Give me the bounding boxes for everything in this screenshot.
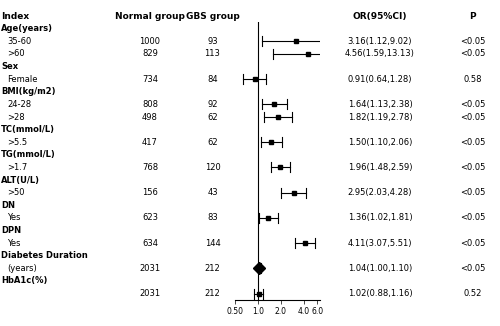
Text: 498: 498 — [142, 112, 158, 122]
Text: <0.05: <0.05 — [460, 112, 485, 122]
Text: 62: 62 — [207, 138, 218, 147]
Text: 808: 808 — [142, 100, 158, 109]
Text: BMI(kg/m2): BMI(kg/m2) — [1, 87, 56, 96]
Text: Normal group: Normal group — [115, 12, 185, 21]
Text: DN: DN — [1, 201, 15, 210]
Text: 92: 92 — [208, 100, 218, 109]
Text: Yes: Yes — [7, 214, 20, 222]
Text: Index: Index — [1, 12, 29, 21]
Text: >28: >28 — [7, 112, 24, 122]
Text: 144: 144 — [204, 239, 220, 248]
Text: 156: 156 — [142, 188, 158, 197]
Text: 35-60: 35-60 — [7, 37, 31, 46]
Text: 1.02(0.88,1.16): 1.02(0.88,1.16) — [348, 289, 412, 298]
Text: Age(years): Age(years) — [1, 24, 53, 33]
Text: Sex: Sex — [1, 62, 18, 71]
Text: 4.11(3.07,5.51): 4.11(3.07,5.51) — [348, 239, 412, 248]
Text: 1000: 1000 — [140, 37, 160, 46]
Text: OR(95%CI): OR(95%CI) — [353, 12, 407, 21]
Text: <0.05: <0.05 — [460, 138, 485, 147]
Text: >5.5: >5.5 — [7, 138, 27, 147]
Text: 24-28: 24-28 — [7, 100, 31, 109]
Text: TC(mmol/L): TC(mmol/L) — [1, 125, 55, 134]
Text: 0.91(0.64,1.28): 0.91(0.64,1.28) — [348, 75, 412, 84]
Text: Female: Female — [7, 75, 38, 84]
Text: 1.96(1.48,2.59): 1.96(1.48,2.59) — [348, 163, 412, 172]
Text: (years): (years) — [7, 264, 37, 273]
Text: HbA1c(%): HbA1c(%) — [1, 276, 48, 286]
Text: 62: 62 — [207, 112, 218, 122]
Text: <0.05: <0.05 — [460, 50, 485, 58]
Text: 1.04(1.00,1.10): 1.04(1.00,1.10) — [348, 264, 412, 273]
Text: TG(mmol/L): TG(mmol/L) — [1, 150, 56, 159]
Text: 43: 43 — [207, 188, 218, 197]
Text: 113: 113 — [204, 50, 220, 58]
Text: 84: 84 — [207, 75, 218, 84]
Text: Yes: Yes — [7, 239, 20, 248]
Text: 634: 634 — [142, 239, 158, 248]
Text: 3.16(1.12,9.02): 3.16(1.12,9.02) — [348, 37, 412, 46]
Text: 83: 83 — [207, 214, 218, 222]
Text: ALT(U/L): ALT(U/L) — [1, 176, 40, 185]
Text: 0.52: 0.52 — [464, 289, 481, 298]
Text: 829: 829 — [142, 50, 158, 58]
Text: DPN: DPN — [1, 226, 21, 235]
Text: 212: 212 — [204, 289, 220, 298]
Text: 1.50(1.10,2.06): 1.50(1.10,2.06) — [348, 138, 412, 147]
Text: >60: >60 — [7, 50, 24, 58]
Text: 120: 120 — [204, 163, 220, 172]
Text: 1.64(1.13,2.38): 1.64(1.13,2.38) — [348, 100, 412, 109]
Text: 1.36(1.02,1.81): 1.36(1.02,1.81) — [348, 214, 412, 222]
Text: <0.05: <0.05 — [460, 37, 485, 46]
Text: <0.05: <0.05 — [460, 100, 485, 109]
Text: 623: 623 — [142, 214, 158, 222]
Text: <0.05: <0.05 — [460, 214, 485, 222]
Text: 734: 734 — [142, 75, 158, 84]
Text: P: P — [469, 12, 476, 21]
Text: 1.82(1.19,2.78): 1.82(1.19,2.78) — [348, 112, 412, 122]
Text: 768: 768 — [142, 163, 158, 172]
Text: >1.7: >1.7 — [7, 163, 27, 172]
Text: 417: 417 — [142, 138, 158, 147]
Text: <0.05: <0.05 — [460, 239, 485, 248]
Text: 4.56(1.59,13.13): 4.56(1.59,13.13) — [345, 50, 415, 58]
Text: 212: 212 — [204, 264, 220, 273]
Text: <0.05: <0.05 — [460, 163, 485, 172]
Text: 2031: 2031 — [140, 289, 160, 298]
Text: 0.58: 0.58 — [463, 75, 482, 84]
Text: <0.05: <0.05 — [460, 264, 485, 273]
Text: Diabetes Duration: Diabetes Duration — [1, 251, 88, 260]
Text: 2031: 2031 — [140, 264, 160, 273]
Text: >50: >50 — [7, 188, 24, 197]
Text: 93: 93 — [207, 37, 218, 46]
Text: <0.05: <0.05 — [460, 188, 485, 197]
Text: 2.95(2.03,4.28): 2.95(2.03,4.28) — [348, 188, 412, 197]
Text: GBS group: GBS group — [186, 12, 240, 21]
